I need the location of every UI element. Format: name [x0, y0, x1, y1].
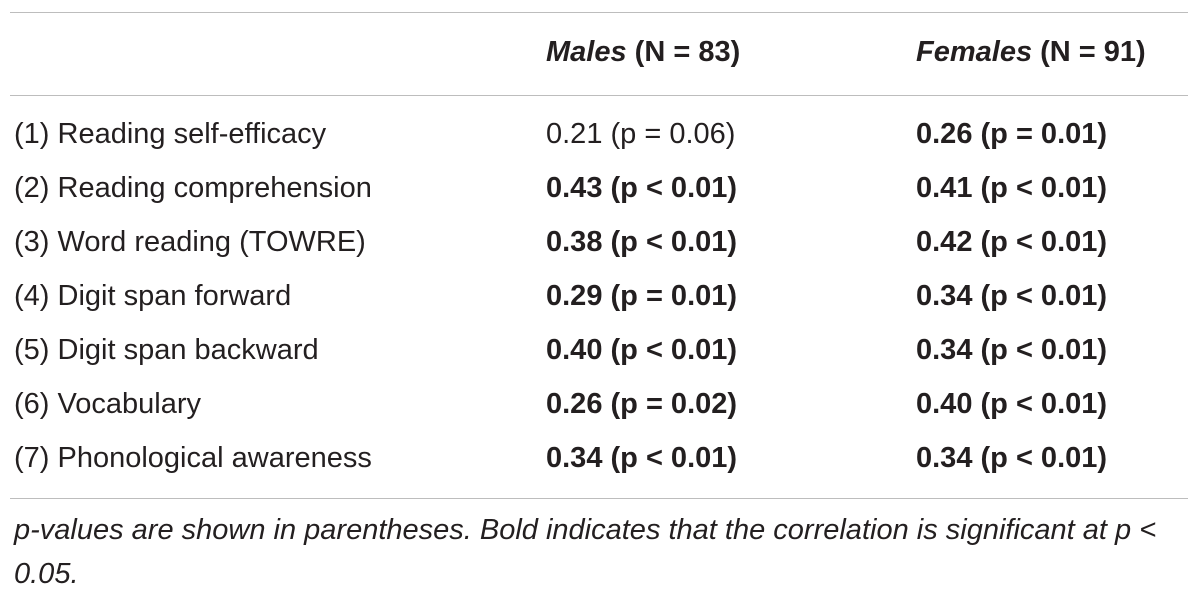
header-males-n: (N = 83) [634, 36, 741, 68]
table-row: (7) Phonological awareness 0.34 (p < 0.01… [0, 431, 1200, 485]
males-p-value: (p = 0.01) [610, 280, 738, 312]
males-p-value: (p < 0.01) [610, 334, 738, 366]
males-correlation-cell: 0.40 (p < 0.01) [546, 323, 737, 377]
header-females-n: (N = 91) [1040, 36, 1146, 68]
males-p-value: (p < 0.01) [610, 226, 738, 258]
males-p-value: (p < 0.01) [610, 442, 738, 474]
row-label: (2) Reading comprehension [14, 172, 372, 204]
females-r-value: 0.40 [916, 388, 973, 420]
females-p-value: (p < 0.01) [980, 280, 1108, 312]
header-males-group: Males [546, 36, 627, 68]
males-correlation-cell: 0.34 (p < 0.01) [546, 431, 737, 485]
males-p-value: (p = 0.06) [610, 118, 736, 150]
table-row: (2) Reading comprehension 0.43 (p < 0.01)… [0, 161, 1200, 215]
table-row: (1) Reading self-efficacy 0.21 (p = 0.06)… [0, 107, 1200, 161]
females-p-value: (p < 0.01) [980, 388, 1108, 420]
males-r-value: 0.43 [546, 172, 603, 204]
table-top-rule [10, 12, 1188, 13]
females-correlation-cell: 0.42 (p < 0.01) [916, 215, 1107, 269]
females-correlation-cell: 0.41 (p < 0.01) [916, 161, 1107, 215]
males-correlation-cell: 0.26 (p = 0.02) [546, 377, 737, 431]
females-p-value: (p < 0.01) [980, 172, 1108, 204]
row-label: (1) Reading self-efficacy [14, 118, 327, 150]
males-r-value: 0.40 [546, 334, 603, 366]
row-label: (6) Vocabulary [14, 388, 201, 420]
header-females: Females (N = 91) [916, 30, 1146, 74]
row-label: (7) Phonological awareness [14, 442, 372, 474]
females-correlation-cell: 0.26 (p = 0.01) [916, 107, 1107, 161]
table-row: (5) Digit span backward 0.40 (p < 0.01) 0.… [0, 323, 1200, 377]
row-label: (5) Digit span backward [14, 334, 319, 366]
females-r-value: 0.26 [916, 118, 973, 150]
females-r-value: 0.34 [916, 280, 973, 312]
females-p-value: (p < 0.01) [980, 226, 1108, 258]
row-label: (3) Word reading (TOWRE) [14, 226, 366, 258]
row-label: (4) Digit span forward [14, 280, 292, 312]
females-correlation-cell: 0.34 (p < 0.01) [916, 431, 1107, 485]
header-females-group: Females [916, 36, 1033, 68]
table-footnote: p-values are shown in parentheses. Bold … [14, 514, 1157, 590]
females-correlation-cell: 0.40 (p < 0.01) [916, 377, 1107, 431]
males-correlation-cell: 0.38 (p < 0.01) [546, 215, 737, 269]
females-r-value: 0.34 [916, 334, 973, 366]
table-header-rule [10, 95, 1188, 96]
males-correlation-cell: 0.29 (p = 0.01) [546, 269, 737, 323]
table-bottom-rule [10, 498, 1188, 499]
females-correlation-cell: 0.34 (p < 0.01) [916, 323, 1107, 377]
table-row: (3) Word reading (TOWRE) 0.38 (p < 0.01) 0… [0, 215, 1200, 269]
females-p-value: (p < 0.01) [980, 334, 1108, 366]
males-correlation-cell: 0.21 (p = 0.06) [546, 107, 735, 161]
females-r-value: 0.34 [916, 442, 973, 474]
males-r-value: 0.21 [546, 118, 603, 150]
males-r-value: 0.38 [546, 226, 603, 258]
females-p-value: (p < 0.01) [980, 442, 1108, 474]
females-r-value: 0.41 [916, 172, 973, 204]
females-p-value: (p = 0.01) [980, 118, 1108, 150]
header-males: Males (N = 83) [546, 30, 740, 74]
table-row: (6) Vocabulary 0.26 (p = 0.02) 0.40 (p < 0… [0, 377, 1200, 431]
table-row: (4) Digit span forward 0.29 (p = 0.01) 0.3… [0, 269, 1200, 323]
males-r-value: 0.29 [546, 280, 603, 312]
females-r-value: 0.42 [916, 226, 973, 258]
males-p-value: (p < 0.01) [610, 172, 738, 204]
females-correlation-cell: 0.34 (p < 0.01) [916, 269, 1107, 323]
males-r-value: 0.34 [546, 442, 603, 474]
males-r-value: 0.26 [546, 388, 603, 420]
males-correlation-cell: 0.43 (p < 0.01) [546, 161, 737, 215]
males-p-value: (p = 0.02) [610, 388, 738, 420]
